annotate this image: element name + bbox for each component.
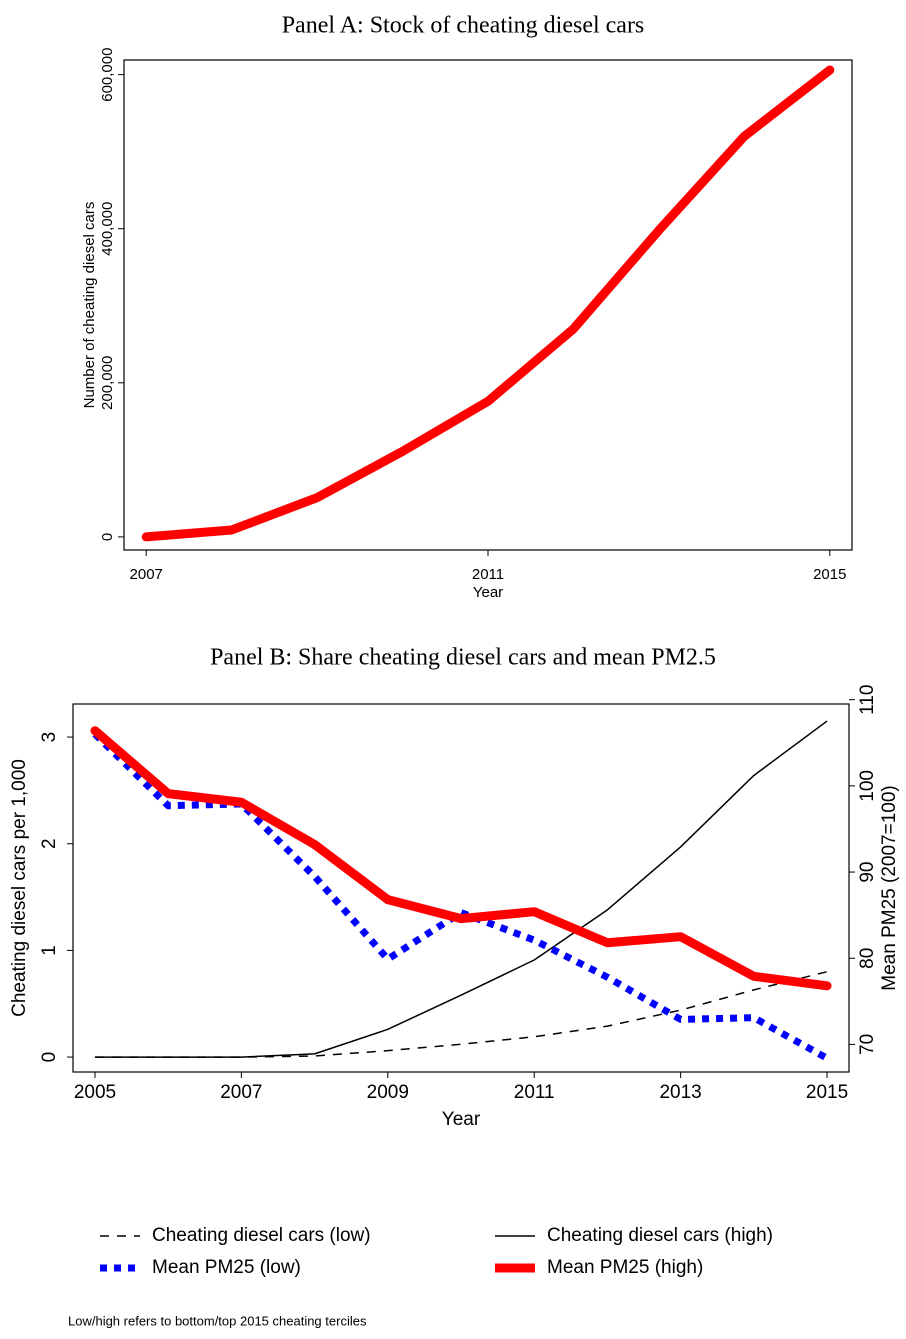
y-tick-label: 1 (39, 945, 60, 956)
legend-label: Mean PM25 (high) (547, 1257, 703, 1278)
legend-label: Cheating diesel cars (low) (152, 1225, 371, 1246)
y-tick-label: 2 (39, 838, 60, 849)
y-axis-label: Cheating diesel cars per 1,000 (9, 759, 30, 1017)
y2-axis-label: Mean PM25 (2007=100) (879, 785, 900, 990)
y-tick-label: 200,000 (99, 356, 116, 410)
legend-label: Cheating diesel cars (high) (547, 1225, 773, 1246)
data-line (90, 726, 832, 991)
x-axis-label: Year (473, 584, 503, 601)
data-line (94, 971, 828, 1058)
y2-tick-label: 70 (857, 1034, 878, 1055)
y-tick-label: 400,000 (99, 202, 116, 256)
x-tick-label: 2007 (220, 1082, 262, 1103)
x-tick-label: 2007 (130, 566, 163, 583)
y2-tick-label: 90 (857, 861, 878, 882)
data-line (141, 65, 835, 542)
chart-title: Panel B: Share cheating diesel cars and … (210, 645, 716, 671)
chart-title: Panel A: Stock of cheating diesel cars (282, 13, 645, 39)
y-tick-label: 0 (39, 1052, 60, 1063)
y-tick-label: 0 (99, 533, 116, 541)
x-axis-label: Year (442, 1109, 481, 1130)
plot-frame (72, 703, 850, 1073)
note: Low/high refers to bottom/top 2015 cheat… (68, 1313, 367, 1328)
x-tick-label: 2011 (472, 566, 504, 583)
y2-tick-label: 100 (857, 770, 878, 802)
data-line (92, 731, 829, 1062)
y2-tick-label: 110 (857, 685, 878, 715)
x-tick-label: 2005 (74, 1082, 116, 1103)
y2-tick-label: 80 (857, 948, 878, 969)
legend-label: Mean PM25 (low) (152, 1257, 301, 1278)
x-tick-label: 2015 (806, 1082, 848, 1103)
x-tick-label: 2011 (514, 1082, 555, 1103)
x-tick-label: 2009 (367, 1082, 409, 1103)
y-tick-label: 600,000 (99, 48, 116, 102)
x-tick-label: 2015 (813, 566, 846, 583)
y-axis-label: Number of cheating diesel cars (81, 202, 98, 409)
x-tick-label: 2013 (659, 1082, 701, 1103)
y-tick-label: 3 (39, 732, 60, 743)
data-line (94, 720, 828, 1058)
